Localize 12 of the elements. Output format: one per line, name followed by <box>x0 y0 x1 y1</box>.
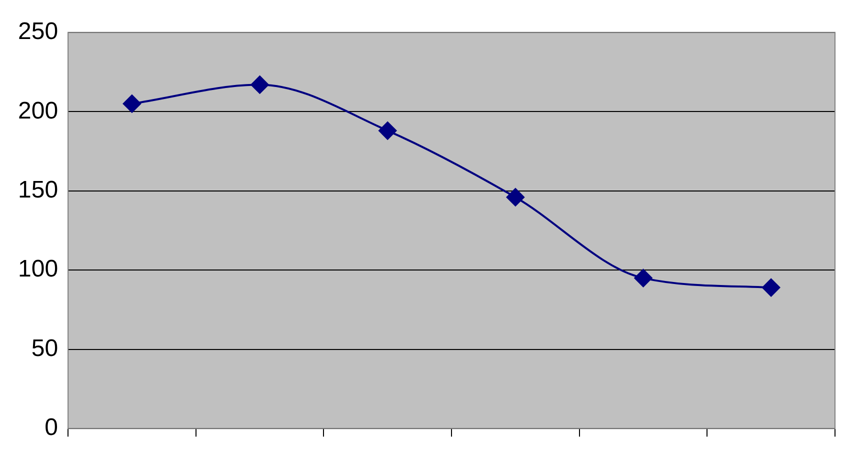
point <box>762 278 780 297</box>
point <box>122 94 141 113</box>
point <box>250 76 269 94</box>
point <box>506 188 524 206</box>
y-tick-label: 150 <box>18 176 58 204</box>
y-tick-label: 100 <box>18 256 58 283</box>
point <box>634 269 652 288</box>
y-tick-label: 0 <box>44 414 58 442</box>
point <box>378 122 397 140</box>
y-tick-label: 250 <box>18 18 58 46</box>
y-tick-label: 50 <box>31 334 58 362</box>
y-tick-label: 200 <box>18 97 58 124</box>
